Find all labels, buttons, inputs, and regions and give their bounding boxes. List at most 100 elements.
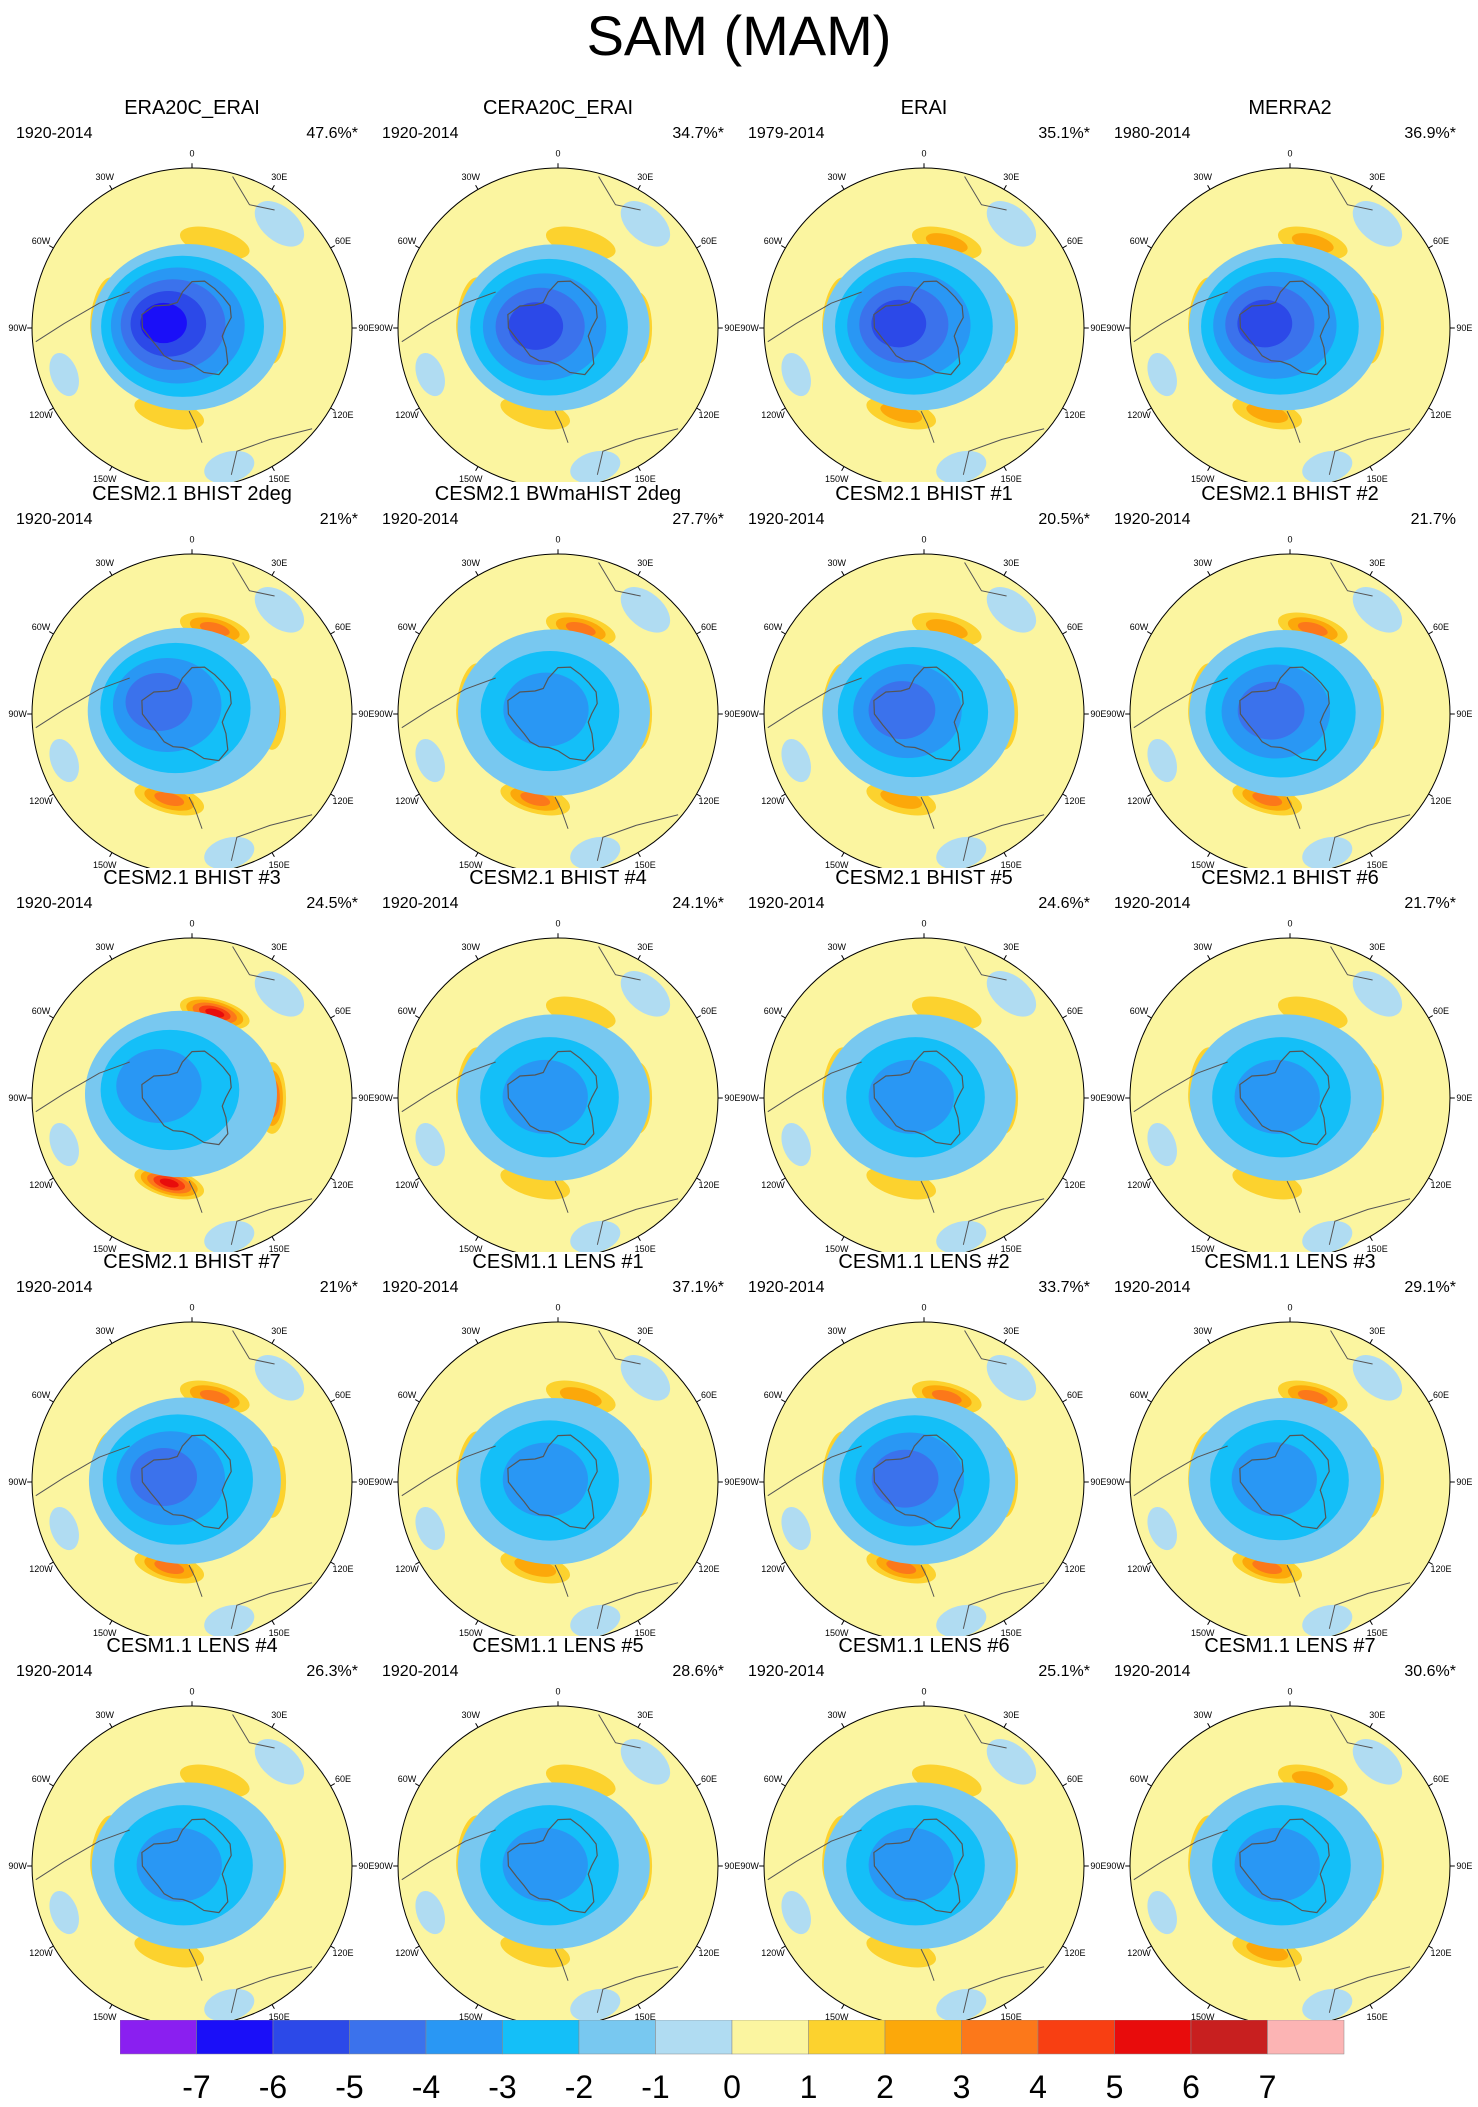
lon-label: 90E xyxy=(358,1861,374,1871)
lon-label: 60W xyxy=(764,622,783,632)
lon-tick xyxy=(781,245,786,249)
lon-label: 150E xyxy=(1001,1244,1022,1252)
lon-tick xyxy=(1062,245,1067,249)
polar-map: 030E60E90E120E150E180150W120W90W60W30W xyxy=(374,535,740,868)
lon-label: 30E xyxy=(637,1326,653,1336)
lon-label: 30W xyxy=(462,558,481,568)
lon-label: 150E xyxy=(635,2012,656,2020)
coastline-new-zealand xyxy=(920,410,935,443)
lon-label: 0 xyxy=(1287,149,1292,159)
antarctica-coastline xyxy=(1239,1050,1330,1146)
lon-label: 120W xyxy=(761,796,785,806)
lon-tick xyxy=(49,1399,54,1403)
lon-tick xyxy=(271,1620,275,1625)
lon-tick xyxy=(1003,1339,1007,1344)
lon-tick xyxy=(49,1945,54,1949)
panel-title: CESM2.1 BHIST #6 xyxy=(1201,867,1379,889)
lon-tick xyxy=(1062,1399,1067,1403)
colorbar-tick-label: 3 xyxy=(953,2069,971,2104)
panel-variance: 21%* xyxy=(319,511,358,528)
coastline-africa xyxy=(232,562,275,597)
coastline-australia xyxy=(1328,1582,1411,1629)
contour-patch xyxy=(204,1220,255,1252)
lon-tick xyxy=(49,1015,54,1019)
coastline-new-zealand xyxy=(188,796,203,829)
lon-tick xyxy=(415,1783,420,1787)
lon-tick xyxy=(696,1399,701,1403)
lon-tick xyxy=(1147,1945,1152,1949)
panel-variance: 24.5%* xyxy=(306,895,358,912)
coastline-australia xyxy=(230,814,313,861)
contour-patch xyxy=(570,1220,621,1252)
colorbar-tick-label: 0 xyxy=(723,2069,741,2104)
lon-tick xyxy=(109,466,113,471)
colorbar-tick-label: 6 xyxy=(1182,2069,1200,2104)
contour-patch xyxy=(570,1988,621,2020)
lon-label: 150W xyxy=(459,860,483,868)
lon-tick xyxy=(109,955,113,960)
colorbar-tick-label: -5 xyxy=(335,2069,363,2104)
contour-patch xyxy=(570,450,621,482)
lon-tick xyxy=(330,407,335,411)
coastline-new-zealand xyxy=(920,1564,935,1597)
coastline-south-america xyxy=(1133,677,1228,729)
coastline-australia xyxy=(962,428,1045,475)
contour-patch xyxy=(936,1604,987,1636)
lon-label: 60E xyxy=(701,622,717,632)
lon-label: 150W xyxy=(825,1628,849,1636)
contour-patch xyxy=(254,1355,305,1401)
lon-tick xyxy=(1147,1177,1152,1181)
panel-years: 1920-2014 xyxy=(748,1663,825,1680)
lon-label: 120W xyxy=(1127,1948,1151,1958)
lon-label: 150E xyxy=(1367,2012,1388,2020)
contour-patch xyxy=(936,1988,987,2020)
contour-negative xyxy=(136,1827,222,1902)
lon-label: 150W xyxy=(1191,474,1215,482)
coastline-australia xyxy=(1328,428,1411,475)
lon-label: 0 xyxy=(921,1687,926,1697)
coastline-new-zealand xyxy=(1286,796,1301,829)
lon-label: 120E xyxy=(333,410,354,420)
contour-patch xyxy=(415,1890,445,1935)
lon-tick xyxy=(1428,245,1433,249)
lon-label: 30W xyxy=(1194,1710,1213,1720)
lon-label: 120W xyxy=(29,796,53,806)
contour-patch xyxy=(415,1506,445,1551)
contour-patch xyxy=(1147,1506,1177,1551)
lon-tick xyxy=(475,185,479,190)
antarctica-coastline xyxy=(873,666,964,762)
coastline-south-america xyxy=(401,1445,496,1497)
lon-label: 150W xyxy=(93,1628,117,1636)
lon-label: 120W xyxy=(395,1180,419,1190)
contour-patch xyxy=(254,587,305,633)
polar-map: 030E60E90E120E150E180150W120W90W60W30W xyxy=(1106,1687,1472,2020)
lon-tick xyxy=(1003,852,1007,857)
lon-tick xyxy=(1062,407,1067,411)
panel-title: CESM2.1 BHIST #2 xyxy=(1201,483,1379,505)
lon-tick xyxy=(781,793,786,797)
lon-label: 30W xyxy=(96,1710,115,1720)
polar-map: 030E60E90E120E150E180150W120W90W60W30W xyxy=(1106,535,1472,868)
lon-tick xyxy=(841,1236,845,1241)
lon-label: 90W xyxy=(740,1093,759,1103)
lon-tick xyxy=(637,571,641,576)
coastline-africa xyxy=(1330,946,1373,981)
lon-label: 120E xyxy=(1431,796,1452,806)
contour-patch xyxy=(936,1220,987,1252)
lon-label: 60W xyxy=(32,1774,51,1784)
coastline-africa xyxy=(598,1330,641,1365)
lon-tick xyxy=(475,466,479,471)
coastline-australia xyxy=(596,1582,679,1629)
contour-patch xyxy=(254,971,305,1017)
lon-label: 0 xyxy=(555,919,560,929)
coastline-africa xyxy=(232,176,275,211)
contour-patch xyxy=(781,1506,811,1551)
lon-label: 90E xyxy=(1456,323,1472,333)
colorbar: -7 -6 -5 -4 -3 -2 -1 0 1 2 3 4 5 6 7 xyxy=(120,2020,1345,2104)
map-panel: CESM2.1 BWmaHIST 2deg 1920-2014 27.7%* 0 30E… xyxy=(374,482,742,868)
lon-tick xyxy=(1147,407,1152,411)
contour-negative xyxy=(1231,1442,1317,1517)
lon-label: 60E xyxy=(1433,622,1449,632)
lon-tick xyxy=(781,1945,786,1949)
lon-tick xyxy=(1428,793,1433,797)
